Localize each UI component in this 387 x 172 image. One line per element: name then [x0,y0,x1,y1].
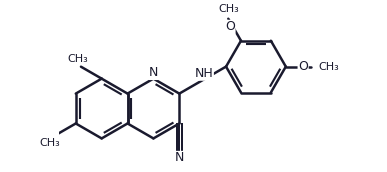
Text: N: N [149,66,158,79]
Text: CH₃: CH₃ [39,138,60,148]
Text: O: O [298,60,308,73]
Text: O: O [225,20,235,33]
Text: N: N [175,152,184,164]
Text: CH₃: CH₃ [318,62,339,72]
Text: NH: NH [195,67,213,80]
Text: CH₃: CH₃ [218,4,239,14]
Text: CH₃: CH₃ [68,54,89,64]
